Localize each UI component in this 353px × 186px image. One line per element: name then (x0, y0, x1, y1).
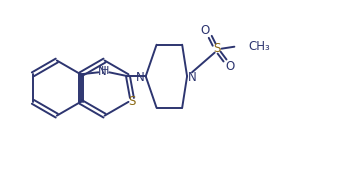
Text: CH₃: CH₃ (248, 40, 270, 53)
Text: O: O (226, 60, 235, 73)
Text: N: N (136, 71, 145, 84)
Text: H: H (101, 66, 109, 76)
Text: N: N (188, 71, 197, 84)
Text: S: S (213, 42, 220, 55)
Text: N: N (98, 65, 107, 78)
Text: S: S (128, 95, 136, 108)
Text: O: O (200, 24, 209, 37)
